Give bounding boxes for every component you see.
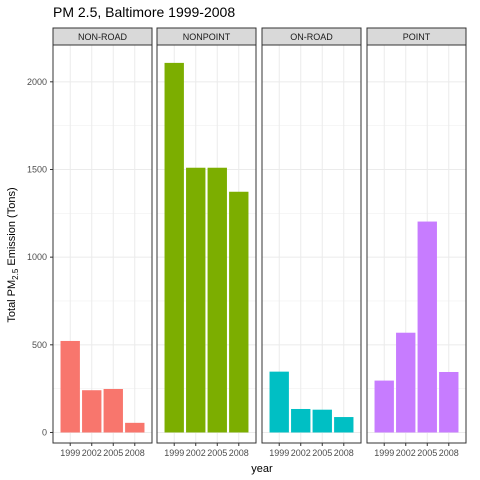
bar-non-road-2002	[82, 390, 102, 433]
bar-on-road-2005	[312, 409, 332, 433]
bar-on-road-1999	[269, 371, 289, 433]
facet-strip	[156, 27, 257, 46]
bar-on-road-2008	[334, 417, 354, 433]
facet-point: POINT 1999 2002 2005 2008	[366, 27, 467, 458]
y-axis-title: Total PM2.5 Emission (Tons)	[6, 187, 20, 322]
facet-strip-label: NONPOINT	[183, 32, 231, 42]
y-tick-label: 1500	[27, 164, 47, 174]
facet-strip	[52, 27, 153, 46]
facet-non-road: NON-ROAD 1999 2002 2005 2008	[52, 27, 153, 458]
y-tick-label: 2000	[27, 77, 47, 87]
x-tick-label: 1999	[374, 448, 394, 458]
x-tick-label: 2002	[82, 448, 102, 458]
x-tick-label: 2008	[439, 448, 459, 458]
bar-nonpoint-2002	[186, 167, 206, 433]
bar-non-road-1999	[60, 340, 80, 433]
x-tick-label: 2005	[207, 448, 227, 458]
bar-nonpoint-2005	[207, 167, 227, 433]
facet-strip	[261, 27, 362, 46]
facet-strip-label: ON-ROAD	[290, 32, 333, 42]
y-axis-title-suffix: Emission (Tons)	[6, 187, 18, 268]
bar-non-road-2008	[125, 422, 145, 433]
y-tick-label: 500	[32, 340, 47, 350]
y-tick-label: 1000	[27, 252, 47, 262]
bar-nonpoint-2008	[229, 191, 249, 433]
y-axis: 0 500 1000 1500 2000	[27, 77, 53, 437]
x-tick-label: 2005	[312, 448, 332, 458]
bar-on-road-2002	[291, 408, 311, 433]
x-tick-label: 2008	[229, 448, 249, 458]
facet-on-road: ON-ROAD 1999 2002 2005 2008	[261, 27, 362, 458]
x-tick-label: 2002	[186, 448, 206, 458]
x-tick-label: 1999	[269, 448, 289, 458]
facet-nonpoint: NONPOINT 1999 2002 2005 2008	[156, 27, 257, 458]
x-tick-label: 1999	[164, 448, 184, 458]
bar-point-1999	[374, 380, 394, 433]
y-axis-title-subscript: 2.5	[11, 268, 20, 280]
x-tick-label: 1999	[60, 448, 80, 458]
x-tick-label: 2005	[417, 448, 437, 458]
x-tick-label: 2002	[396, 448, 416, 458]
facet-strip	[366, 27, 467, 46]
x-tick-label: 2005	[103, 448, 123, 458]
bar-nonpoint-1999	[164, 62, 184, 433]
bar-point-2005	[417, 221, 437, 433]
facet-strip-label: NON-ROAD	[78, 32, 127, 42]
x-axis-title: year	[251, 463, 273, 475]
bar-point-2008	[439, 371, 459, 433]
chart-title: PM 2.5, Baltimore 1999-2008	[53, 4, 236, 20]
x-tick-label: 2008	[334, 448, 354, 458]
x-tick-label: 2008	[125, 448, 145, 458]
facet-strip-label: POINT	[403, 32, 431, 42]
y-axis-title-prefix: Total PM	[6, 280, 18, 323]
bar-non-road-2005	[103, 388, 123, 433]
y-tick-label: 0	[42, 427, 47, 437]
x-tick-label: 2002	[291, 448, 311, 458]
bar-point-2002	[396, 332, 416, 433]
